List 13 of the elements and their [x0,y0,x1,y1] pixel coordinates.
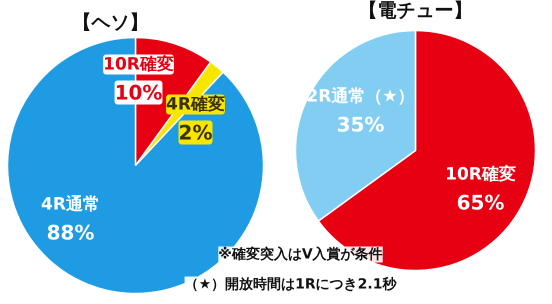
chart-title: 【ヘソ】 [72,12,148,34]
slice-label: 4R通常 [41,194,100,214]
data-label: 88% [46,220,94,244]
text: ※確変突入はV入賞が条件 [218,246,383,262]
data-label: 10% [114,80,162,104]
slice-label: 10R確変 [103,54,174,74]
data-label: 2% [178,120,212,144]
text: （★）開放時間は1Rにつき2.1秒 [184,276,398,292]
slice-label: 4R確変 [166,94,225,114]
data-label: 65% [456,190,504,214]
chart-title: 【電チュー】 [358,0,472,22]
data-label: 35% [336,112,384,136]
slice-label: 10R確変 [445,164,516,184]
